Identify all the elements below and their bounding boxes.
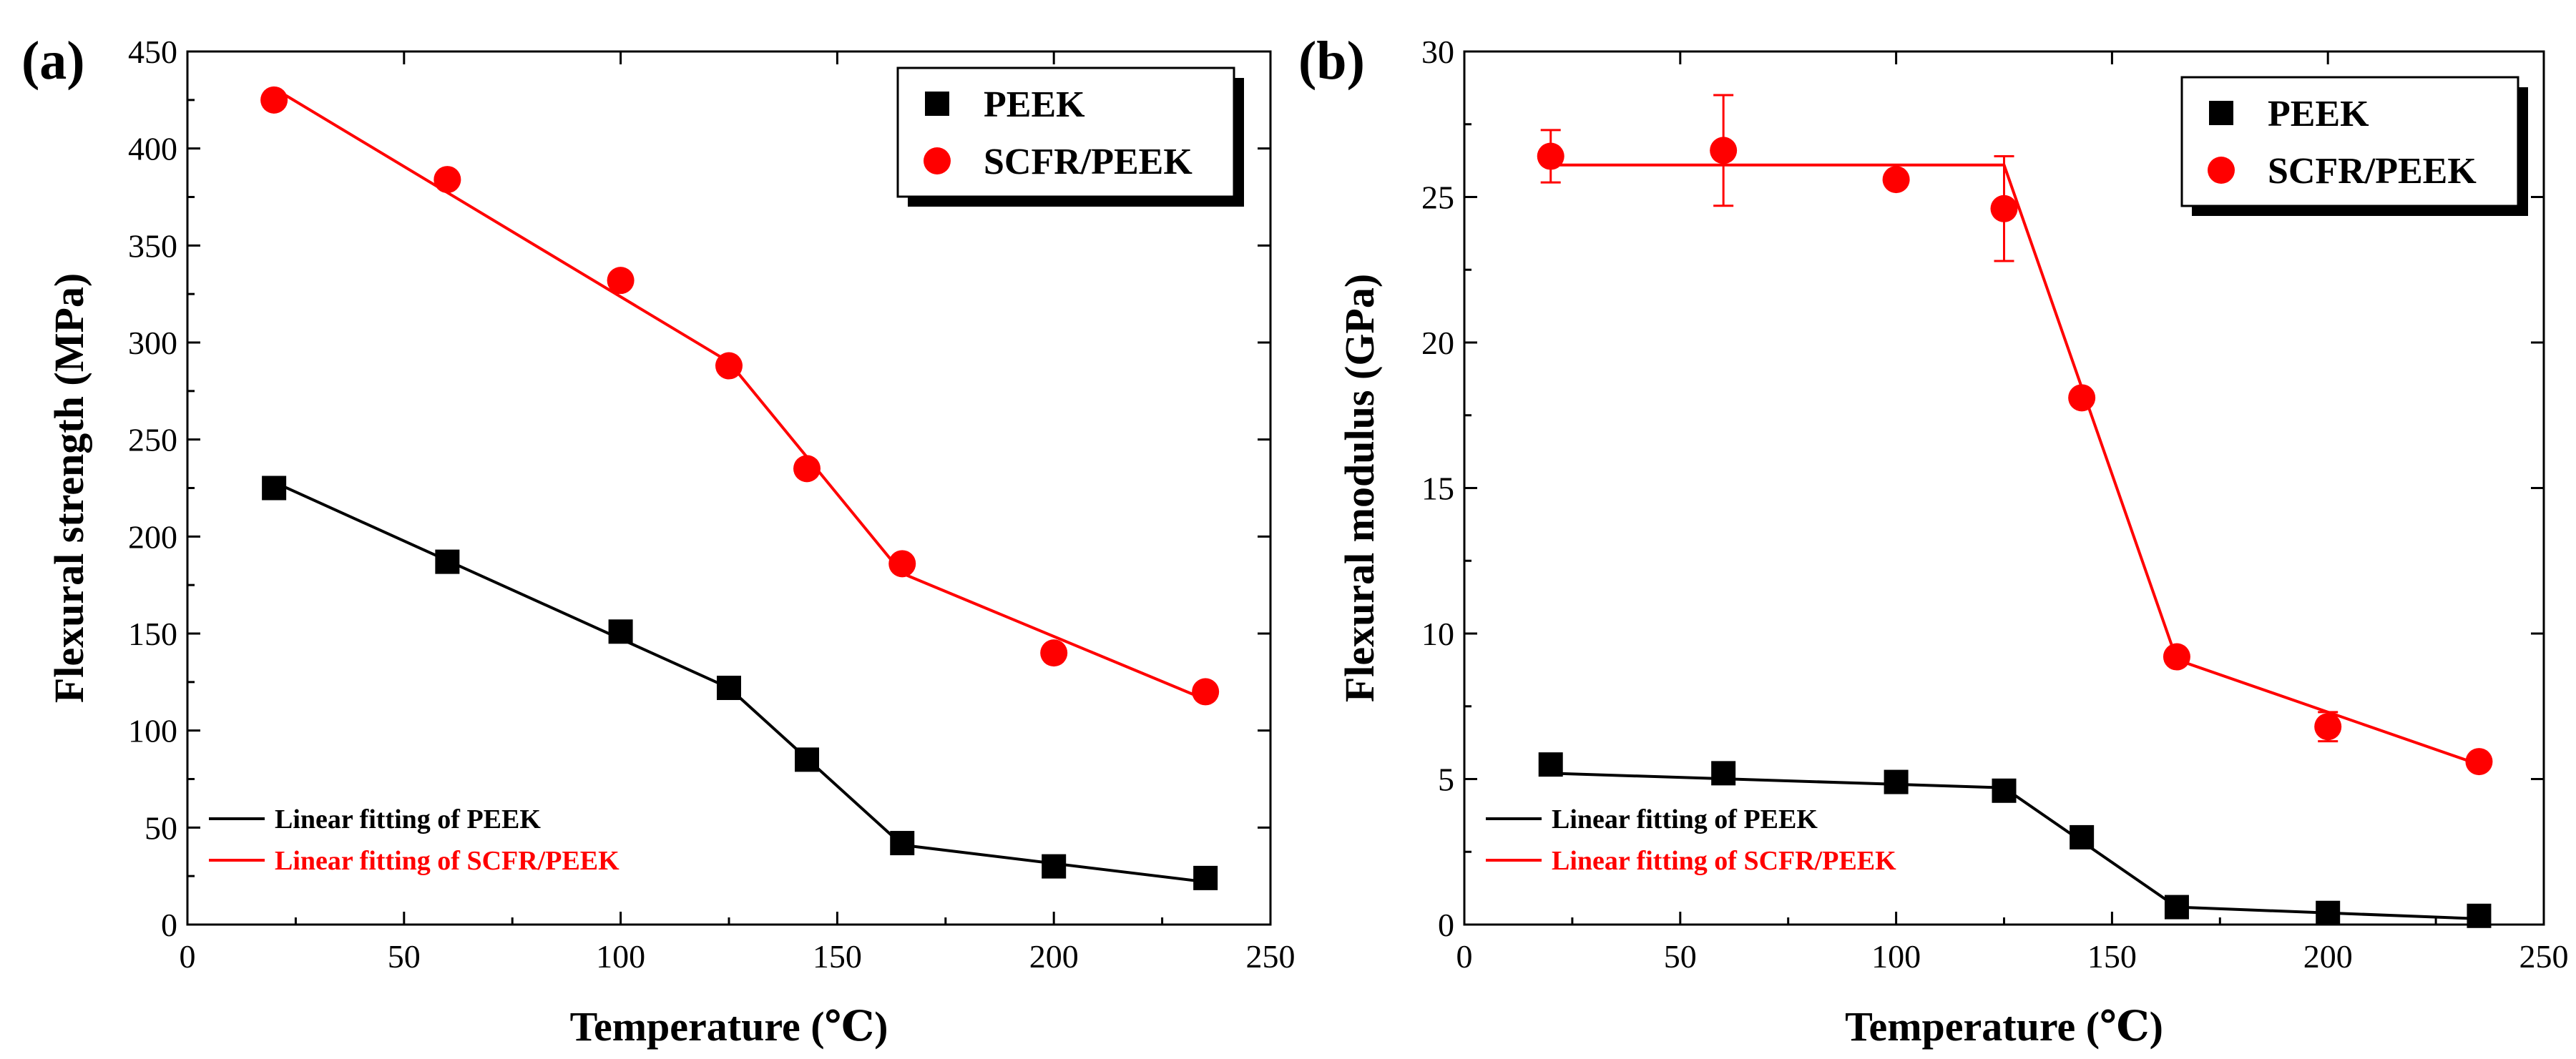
data-point-peek (2070, 824, 2095, 849)
y-tick-label: 400 (128, 131, 177, 167)
data-point-scfr-peek (1040, 639, 1068, 667)
y-tick-label: 350 (128, 227, 177, 264)
data-point-scfr-peek (1710, 137, 1738, 164)
y-tick-label: 50 (145, 809, 177, 846)
data-point-scfr-peek (715, 352, 743, 380)
y-tick-label: 25 (1421, 179, 1454, 216)
x-tick-label: 100 (1871, 938, 1921, 975)
data-point-peek (1042, 854, 1067, 879)
y-tick-label: 0 (161, 907, 177, 943)
data-point-peek (1992, 778, 2017, 803)
fit-legend-label-peek: Linear fitting of PEEK (1552, 804, 1818, 834)
y-axis-title: Flexural strength (MPa) (46, 273, 92, 703)
legend-marker-scfr-peek (2208, 157, 2235, 184)
data-point-peek (2316, 900, 2341, 925)
panel-label: (b) (1298, 31, 1365, 91)
chart-panel-a: 0 50 100 150 200 250 0 50 100 150 200 250 300 350 400 4… (21, 31, 1296, 1050)
y-tick-label: 300 (128, 325, 177, 361)
data-point-scfr-peek (1537, 142, 1564, 170)
data-point-peek (262, 476, 287, 501)
data-point-scfr-peek (434, 166, 461, 194)
y-tick-label: 0 (1438, 907, 1454, 943)
legend-marker-scfr-peek (924, 147, 951, 174)
fit-legend: Linear fitting of PEEK Linear fitting of … (209, 804, 619, 876)
data-point-scfr-peek (2068, 384, 2096, 412)
x-axis-title: Temperature (℃) (570, 1003, 888, 1050)
data-point-peek (1711, 761, 1736, 786)
legend-label-scfr-peek: SCFR/PEEK (984, 142, 1192, 182)
x-tick-label: 200 (2303, 938, 2353, 975)
legend-box (2180, 76, 2519, 207)
x-tick-label: 200 (1029, 938, 1079, 975)
legend-label-scfr-peek: SCFR/PEEK (2268, 151, 2477, 192)
data-point-scfr-peek (1192, 678, 1220, 706)
chart-panel-b: 0 50 100 150 200 250 0 5 10 15 20 25 30 Temperature (… (1298, 31, 2569, 1050)
fit-line-scfr-peek (1550, 163, 2480, 767)
legend: PEEK SCFR/PEEK (2180, 76, 2528, 216)
y-tick-label: 15 (1421, 471, 1454, 507)
data-point-scfr-peek (2163, 643, 2190, 671)
y-tick-label: 5 (1438, 762, 1454, 798)
panel-label: (a) (21, 31, 85, 91)
y-tick-label: 20 (1421, 325, 1454, 361)
data-point-scfr-peek (888, 550, 916, 578)
legend-label-peek: PEEK (2268, 94, 2369, 134)
y-tick-label: 200 (128, 518, 177, 555)
y-tick-label: 10 (1421, 616, 1454, 652)
x-tick-label: 0 (180, 938, 196, 975)
data-point-scfr-peek (260, 86, 288, 114)
data-point-scfr-peek (2314, 713, 2342, 741)
x-tick-label: 50 (388, 938, 421, 975)
x-tick-label: 100 (596, 938, 645, 975)
x-tick-label: 0 (1456, 938, 1473, 975)
legend-marker-peek (925, 92, 949, 116)
fit-legend-label-scfr-peek: Linear fitting of SCFR/PEEK (275, 846, 619, 876)
data-point-peek (1193, 865, 1218, 890)
x-axis-title: Temperature (℃) (1845, 1003, 2163, 1050)
x-tick-label: 150 (2087, 938, 2137, 975)
y-tick-label: 150 (128, 616, 177, 652)
fit-legend-label-peek: Linear fitting of PEEK (275, 804, 541, 834)
legend-marker-peek (2209, 101, 2233, 125)
y-tick-label: 450 (128, 34, 177, 70)
data-point-scfr-peek (1990, 194, 2018, 222)
data-point-scfr-peek (1882, 166, 1910, 194)
legend-label-peek: PEEK (984, 84, 1085, 125)
x-tick-label: 150 (813, 938, 862, 975)
data-point-peek (717, 675, 741, 700)
data-point-scfr-peek (2465, 748, 2493, 776)
legend: PEEK SCFR/PEEK (896, 67, 1244, 207)
data-point-peek (1884, 769, 1909, 794)
fit-legend-label-scfr-peek: Linear fitting of SCFR/PEEK (1552, 846, 1896, 876)
y-tick-label: 100 (128, 713, 177, 749)
data-point-peek (1538, 752, 1563, 777)
legend-box (896, 67, 1235, 198)
y-tick-label: 30 (1421, 34, 1454, 70)
data-point-peek (2467, 903, 2492, 928)
x-tick-label: 50 (1664, 938, 1697, 975)
fit-legend: Linear fitting of PEEK Linear fitting of … (1486, 804, 1896, 876)
data-point-peek (890, 831, 915, 856)
x-tick-label: 250 (2519, 938, 2569, 975)
y-tick-label: 250 (128, 422, 177, 458)
data-point-peek (795, 747, 820, 772)
data-point-scfr-peek (793, 455, 821, 483)
data-point-peek (608, 619, 633, 644)
data-point-peek (435, 549, 460, 574)
data-point-peek (2164, 895, 2189, 920)
x-tick-label: 250 (1246, 938, 1296, 975)
y-axis-title: Flexural modulus (GPa) (1336, 274, 1383, 702)
data-point-scfr-peek (607, 267, 635, 295)
